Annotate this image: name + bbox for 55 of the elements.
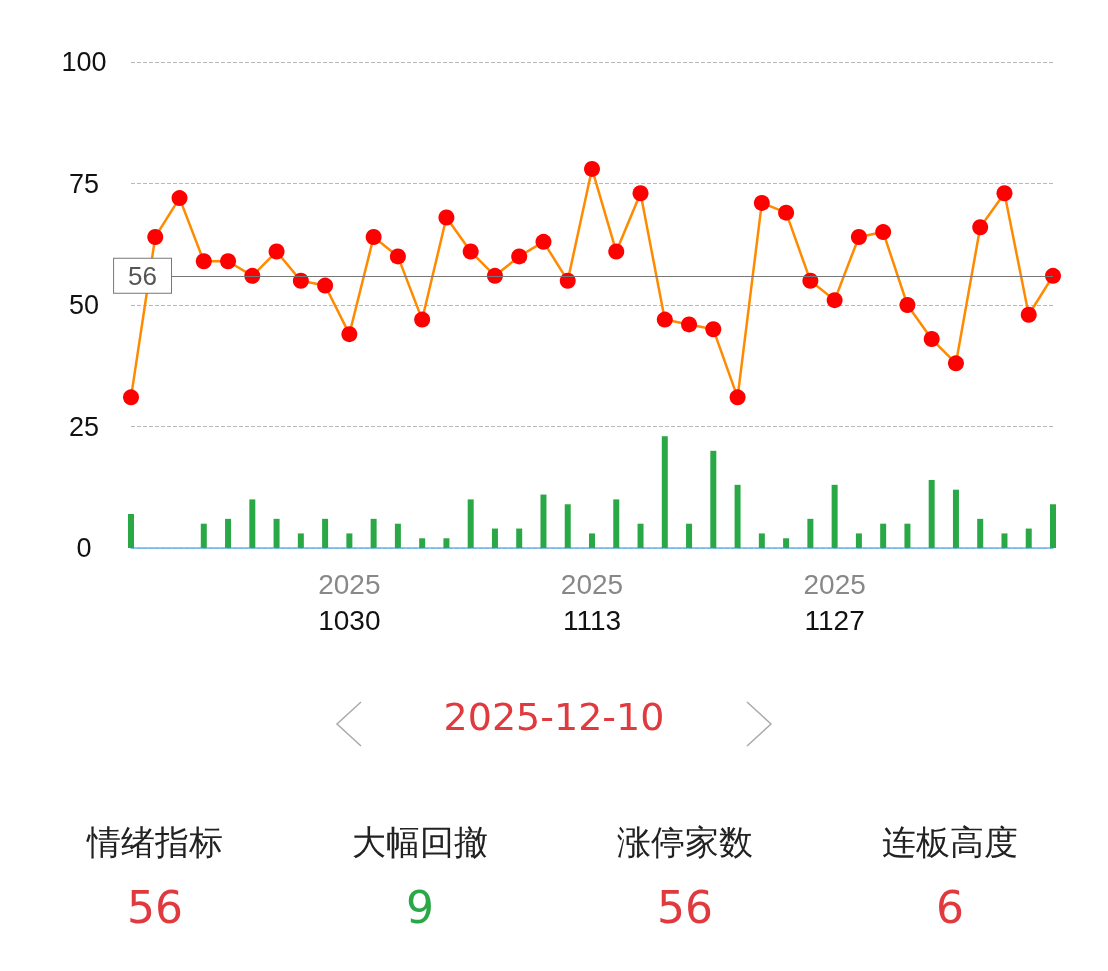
category-label: 大幅回撤 (351, 821, 489, 864)
bar (613, 499, 620, 548)
bar (419, 538, 426, 548)
x-tick-label: 2025 1030 (318, 568, 381, 636)
bar (273, 518, 280, 548)
text: 2025-12-10 (442, 695, 666, 739)
y-tick-label: 100 (61, 47, 107, 77)
bar (904, 523, 911, 548)
bar (1001, 533, 1008, 548)
bar (783, 538, 790, 548)
bar (661, 436, 668, 548)
bar (734, 484, 741, 548)
bar (540, 494, 547, 548)
bar (491, 528, 498, 548)
bar (200, 523, 207, 548)
bar (977, 518, 984, 548)
bar (928, 479, 935, 548)
bar (297, 533, 304, 548)
bar (370, 518, 377, 548)
x-tick-label: 2025 1113 (560, 568, 624, 636)
ref-line-label: 56 (128, 260, 157, 291)
bar (637, 523, 644, 548)
bar (322, 518, 329, 548)
x-tick-label: 2025 1127 (803, 568, 866, 636)
bar (394, 523, 401, 548)
bar (346, 533, 353, 548)
bar (225, 518, 232, 548)
y-tick-label: 75 (68, 168, 100, 199)
bar (1025, 528, 1032, 548)
bar (831, 484, 838, 548)
bar (589, 533, 595, 548)
bar (710, 450, 717, 548)
y-tick-label: 25 (68, 411, 100, 442)
category-label: 情绪指标 (85, 821, 224, 864)
bar (807, 518, 814, 548)
bar (855, 533, 862, 548)
data-label: 56 (656, 882, 714, 933)
y-tick-label: 50 (68, 290, 100, 320)
bar (686, 523, 693, 548)
data-label: 56 (126, 882, 184, 933)
data-label: 6 (935, 882, 965, 933)
bar (443, 538, 450, 548)
bar (249, 499, 256, 548)
category-label: 涨停家数 (616, 821, 754, 864)
bar (880, 523, 887, 548)
data-label: 9 (405, 882, 435, 933)
bar (467, 499, 474, 548)
category-label: 连板高度 (881, 821, 1019, 864)
bar (758, 533, 765, 548)
bar (952, 489, 959, 548)
bar (516, 528, 523, 548)
bar (564, 504, 571, 548)
bar (128, 513, 134, 548)
bar (1050, 504, 1056, 548)
y-tick-label: 0 (76, 533, 92, 563)
